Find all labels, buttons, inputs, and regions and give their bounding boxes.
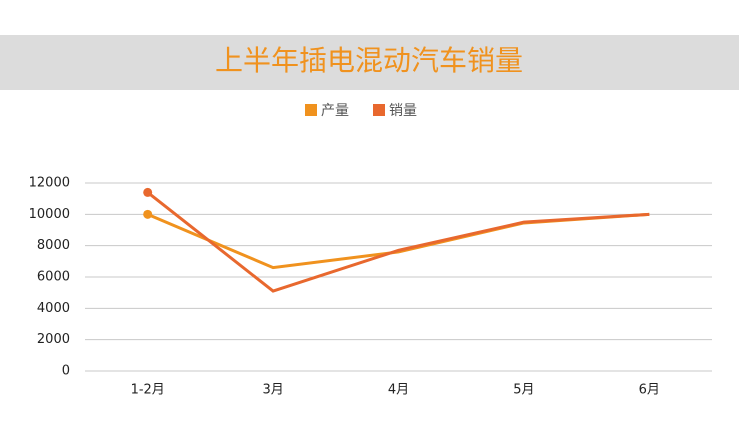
x-tick-label: 5月 bbox=[513, 383, 534, 398]
point-marker bbox=[143, 187, 153, 197]
legend-label: 销量 bbox=[389, 103, 417, 119]
x-tick-label: 6月 bbox=[639, 383, 660, 398]
title-band bbox=[0, 35, 739, 90]
x-tick-label: 1-2月 bbox=[131, 383, 165, 398]
legend-label: 产量 bbox=[321, 103, 349, 119]
series-line bbox=[147, 212, 650, 270]
chart-title: 上半年插电混动汽车销量 bbox=[215, 44, 523, 77]
x-tick-label: 4月 bbox=[388, 383, 409, 398]
point-marker bbox=[143, 209, 153, 219]
x-tick-label: 3月 bbox=[262, 383, 283, 398]
legend-swatch bbox=[373, 104, 385, 116]
y-tick-label: 4000 bbox=[37, 301, 70, 316]
y-tick-label: 10000 bbox=[29, 207, 70, 222]
y-tick-label: 8000 bbox=[37, 238, 70, 253]
series-line bbox=[146, 191, 650, 293]
y-tick-label: 12000 bbox=[29, 176, 70, 191]
y-tick-label: 6000 bbox=[37, 270, 70, 285]
y-tick-label: 0 bbox=[62, 364, 70, 379]
legend-swatch bbox=[305, 104, 317, 116]
y-tick-label: 2000 bbox=[37, 332, 70, 347]
